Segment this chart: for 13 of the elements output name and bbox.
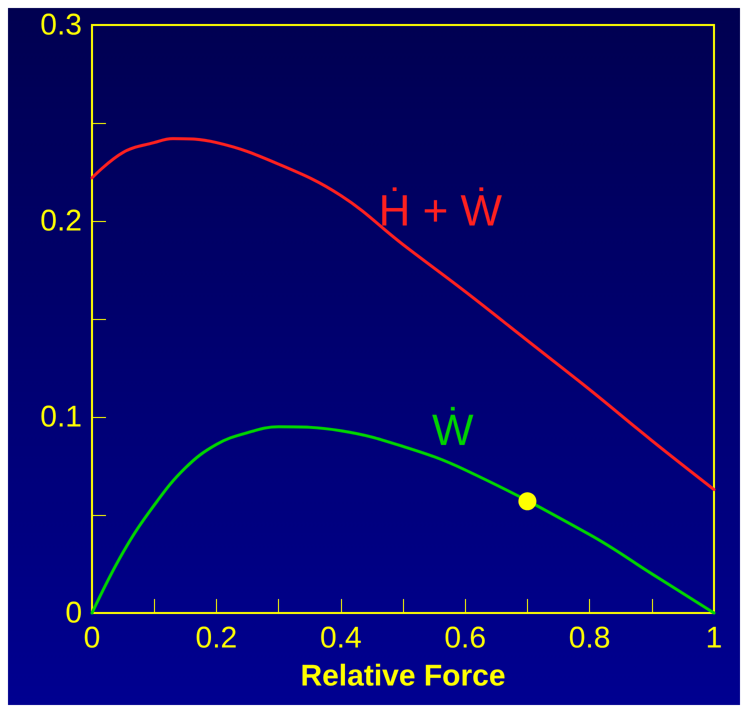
line-series <box>90 137 716 492</box>
x-tick-label: 0.4 <box>320 622 362 654</box>
y-tick-label: 0.2 <box>40 204 82 238</box>
x-tick-label: 0.6 <box>444 622 486 654</box>
y-tick-label: 0.1 <box>40 400 82 434</box>
x-axis-title: Relative Force <box>300 660 506 692</box>
series-label: Ḣ + Ẇ <box>378 186 503 236</box>
x-tick-label: 0.2 <box>196 622 238 654</box>
series-label: Ẇ <box>432 406 474 456</box>
y-tick-label: 0.3 <box>40 8 82 42</box>
x-tick-label: 0.8 <box>568 622 610 654</box>
y-tick-label: 0 <box>65 596 82 630</box>
x-tick-label: 1 <box>706 622 722 654</box>
